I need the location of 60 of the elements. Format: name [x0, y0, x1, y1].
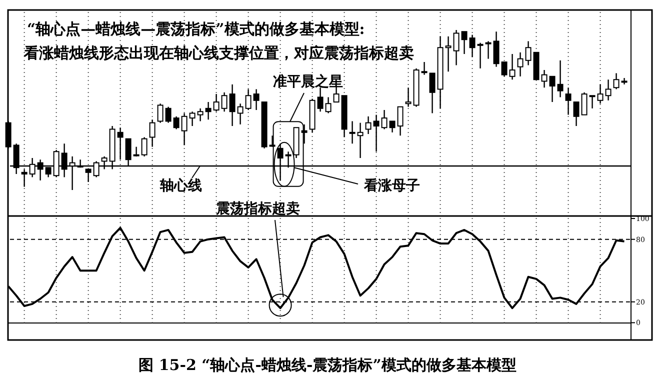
candlestick [397, 106, 404, 136]
candlestick [221, 92, 228, 112]
candlestick [365, 116, 372, 135]
candlestick [549, 76, 556, 103]
candlestick [557, 60, 564, 98]
candlestick [509, 53, 516, 80]
candlestick [581, 92, 588, 116]
text: 震荡指标超卖 [215, 201, 300, 217]
candlestick [245, 88, 252, 111]
candlestick [269, 135, 276, 148]
candlestick [573, 101, 580, 127]
candlestick [173, 116, 180, 130]
candlestick [597, 84, 604, 104]
candlestick [317, 87, 324, 112]
candlestick [117, 127, 124, 160]
candlestick [229, 84, 236, 127]
candlestick [605, 79, 612, 101]
candlestick [133, 146, 140, 157]
candlestick [517, 52, 524, 77]
candlestick [85, 168, 92, 183]
candlestick [357, 122, 364, 159]
legend-label: 轴心线 [159, 177, 202, 194]
candlestick [157, 103, 164, 124]
candlestick [181, 112, 188, 146]
candlestick [469, 34, 476, 58]
candlestick [381, 109, 388, 130]
candlestick [453, 29, 460, 66]
candlestick [205, 101, 212, 120]
candlestick [21, 168, 28, 188]
candlestick [253, 88, 260, 111]
text: 看涨蜡烛线形态出现在轴心线支撑位置，对应震荡指标超卖 [23, 44, 414, 62]
candlestick [405, 87, 412, 108]
candlestick [541, 69, 548, 88]
candlestick [477, 42, 484, 69]
candlestick [613, 72, 620, 90]
candlestick [589, 95, 596, 109]
candlestick [421, 61, 428, 76]
candlestick [525, 40, 532, 66]
candlestick [373, 114, 380, 152]
candlestick [197, 108, 204, 122]
candlestick [445, 36, 452, 72]
candlestick [461, 31, 468, 55]
annotation: 看涨母子 [363, 177, 420, 194]
annotation: 准平晨之星 [273, 73, 343, 90]
candlestick [149, 119, 156, 148]
candlestick [189, 111, 196, 127]
candlestick [349, 120, 356, 144]
caption: 图 15-2 “轴心点-蜡烛线-震荡指标”模式的做多基本模型 [138, 356, 516, 374]
candlestick [565, 87, 572, 116]
candlestick [429, 72, 436, 114]
chart-title: “轴心点—蜡烛线—震荡指标”模式的做多基本模型: [27, 20, 365, 38]
candlestick [237, 103, 244, 125]
candlestick [389, 120, 396, 133]
candlestick [141, 136, 148, 157]
candlestick [501, 61, 508, 77]
candlestick [325, 96, 332, 114]
candlestick [165, 106, 172, 124]
candlestick [493, 31, 500, 68]
candlestick [213, 93, 220, 112]
candlestick [485, 40, 492, 60]
